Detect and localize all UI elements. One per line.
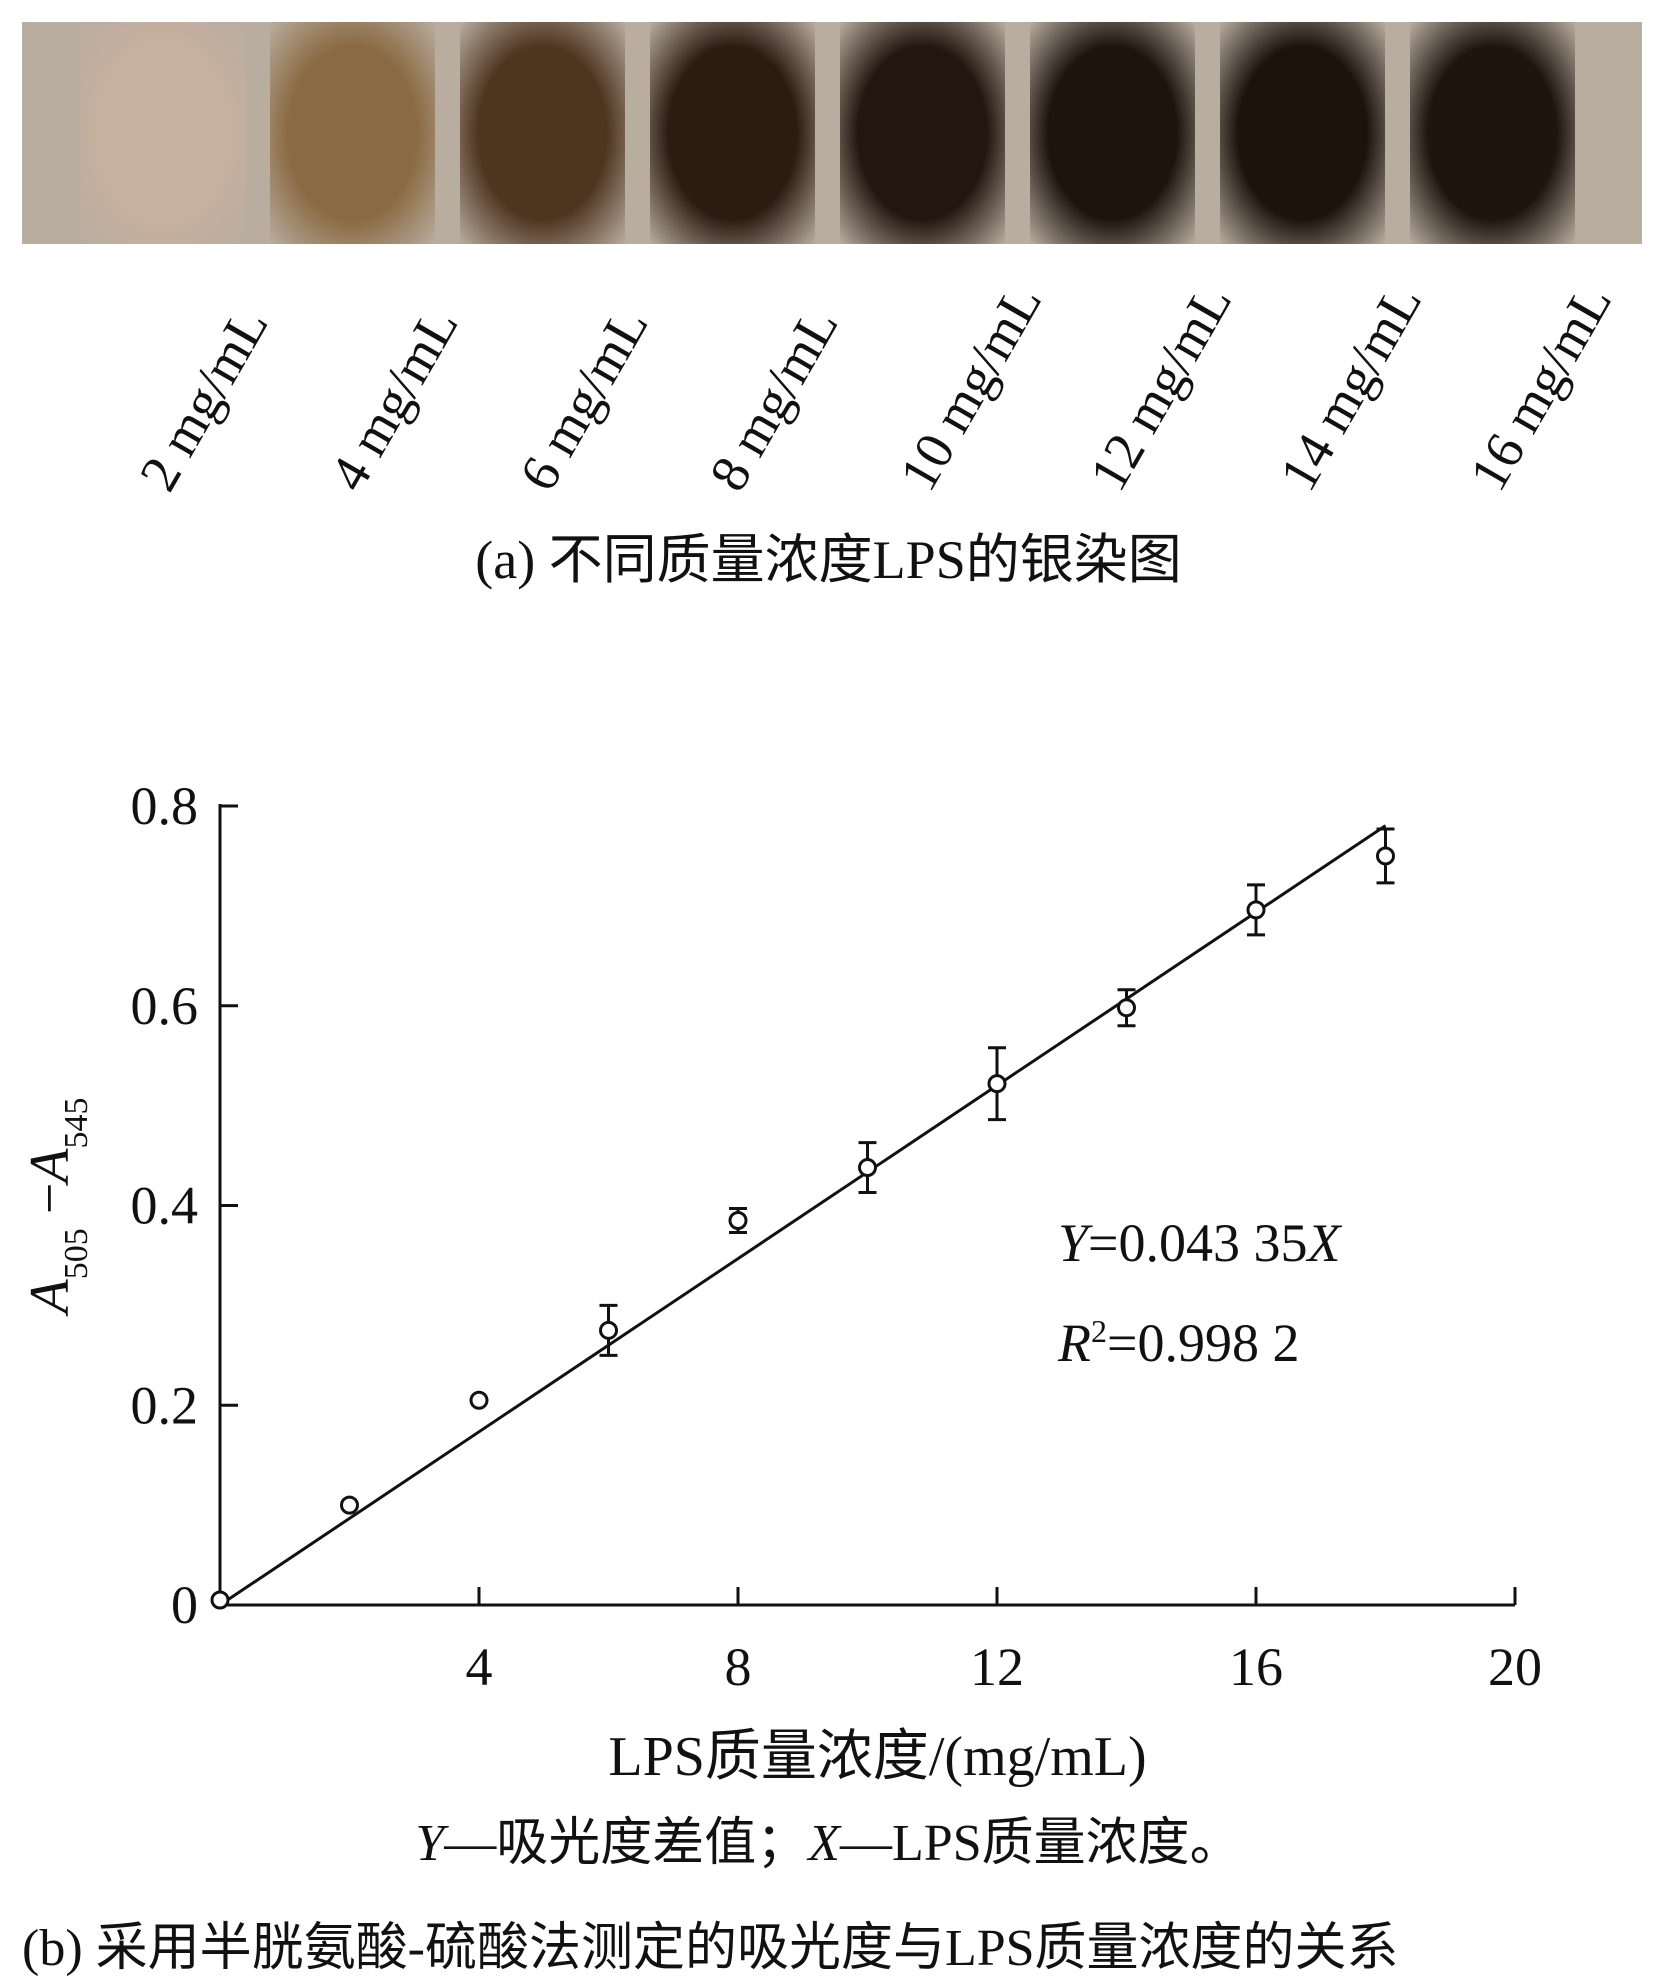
data-point (210, 1590, 230, 1610)
regression-equation: Y=0.043 35X (1058, 1213, 1341, 1273)
gel-lane (839, 22, 1005, 244)
data-point (858, 1158, 877, 1178)
gel-lane (459, 22, 625, 244)
y-tick-label: 0 (171, 1575, 198, 1635)
gel-lane (269, 22, 435, 244)
data-point (728, 1210, 748, 1230)
gel-lane (649, 22, 815, 244)
x-axis-label: LPS质量浓度/(mg/mL) (608, 1726, 1146, 1788)
x-tick-label: 16 (1229, 1637, 1283, 1697)
y-tick-label: 0.2 (131, 1375, 199, 1435)
variable-legend: Y—吸光度差值；X—LPS质量浓度。 (415, 1815, 1242, 1872)
x-tick-label: 8 (725, 1637, 752, 1697)
gel-lane (1219, 22, 1385, 244)
x-tick-label: 12 (970, 1637, 1024, 1697)
y-tick-label: 0.8 (131, 776, 199, 836)
x-tick-label: 20 (1488, 1637, 1542, 1697)
x-tick-label: 4 (466, 1637, 493, 1697)
panel-a-caption: (a) 不同质量浓度LPS的银染图 (475, 530, 1182, 590)
data-point (599, 1320, 618, 1340)
data-point (987, 1074, 1007, 1094)
calibration-chart: 0 0.2 0.4 0.6 0.8 4 8 12 16 20 LPS质量浓度/(mg/mL) A505… (19, 776, 1542, 1788)
y-tick-label: 0.4 (131, 1176, 199, 1236)
gel-lane (1409, 22, 1575, 244)
silver-stain-gel (22, 22, 1642, 244)
gel-lane (1029, 22, 1195, 244)
data-point (1117, 998, 1136, 1018)
r-squared: R2=0.998 2 (1058, 1313, 1300, 1373)
fit-line (219, 824, 1387, 1607)
y-tick-label: 0.6 (131, 976, 199, 1036)
y-axis-label: A505 −A545 (19, 1097, 95, 1317)
data-point (1246, 900, 1266, 920)
data-point (1376, 846, 1395, 866)
data-point (340, 1495, 359, 1515)
gel-lane (79, 22, 245, 244)
panel-b-caption: (b) 采用半胱氨酸-硫酸法测定的吸光度与LPS质量浓度的关系 (22, 1920, 1399, 1977)
data-point (469, 1390, 489, 1410)
